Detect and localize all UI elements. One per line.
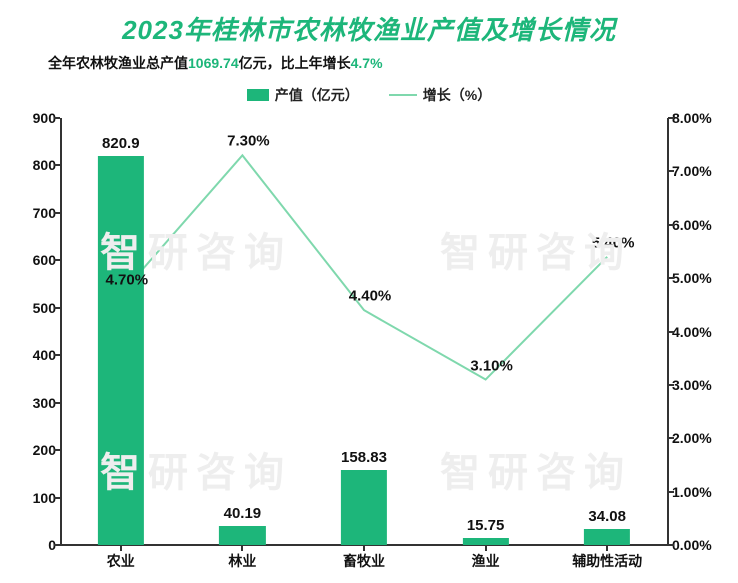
y-right-tick — [668, 544, 674, 546]
line-value-label: 4.40% — [349, 288, 392, 305]
legend-line-swatch — [389, 94, 417, 96]
y-left-tick — [54, 164, 60, 166]
y-left-tick — [54, 497, 60, 499]
line-value-label: 5.40% — [592, 234, 635, 251]
y-right-tick-label: 6.00% — [672, 217, 730, 233]
y-right-tick — [668, 384, 674, 386]
y-right-tick — [668, 277, 674, 279]
y-left-tick-label: 600 — [16, 252, 56, 268]
line-value-label: 7.30% — [227, 133, 270, 150]
y-right-tick-label: 3.00% — [672, 377, 730, 393]
y-left-tick — [54, 544, 60, 546]
y-right-tick — [668, 117, 674, 119]
bar — [341, 470, 387, 545]
y-right-tick-label: 5.00% — [672, 270, 730, 286]
y-left-tick-label: 700 — [16, 205, 56, 221]
y-left-tick-label: 0 — [16, 537, 56, 553]
bar — [462, 538, 508, 545]
y-left-tick — [54, 307, 60, 309]
y-left-tick — [54, 402, 60, 404]
subtitle-total-value: 1069.74 — [188, 55, 239, 71]
y-left-tick — [54, 259, 60, 261]
y-left-tick-label: 900 — [16, 110, 56, 126]
y-right-tick-label: 8.00% — [672, 110, 730, 126]
y-left-tick-label: 400 — [16, 347, 56, 363]
y-right-tick — [668, 170, 674, 172]
x-axis-label: 林业 — [228, 551, 256, 571]
bar-value-label: 158.83 — [341, 449, 387, 466]
y-right-tick-label: 4.00% — [672, 324, 730, 340]
y-right-tick — [668, 331, 674, 333]
y-right-tick-label: 2.00% — [672, 430, 730, 446]
growth-line — [121, 155, 607, 379]
y-right-tick — [668, 224, 674, 226]
legend-line-label: 增长（%） — [423, 85, 491, 105]
y-left-tick-label: 100 — [16, 490, 56, 506]
bar-value-label: 15.75 — [467, 517, 505, 534]
bar — [98, 156, 144, 545]
chart-title: 2023年桂林市农林牧渔业产值及增长情况 — [0, 0, 738, 47]
y-left-tick-label: 800 — [16, 157, 56, 173]
subtitle-growth: 4.7% — [351, 55, 383, 71]
bar-value-label: 820.9 — [102, 135, 140, 152]
x-axis-label: 渔业 — [472, 551, 500, 571]
y-right-tick-label: 7.00% — [672, 163, 730, 179]
legend-bar-label: 产值（亿元） — [275, 85, 359, 105]
legend-bar-swatch — [247, 89, 269, 101]
y-left-tick — [54, 117, 60, 119]
y-right-tick-label: 1.00% — [672, 484, 730, 500]
y-right-tick — [668, 437, 674, 439]
bar — [219, 526, 265, 545]
y-left-tick — [54, 449, 60, 451]
bar-value-label: 40.19 — [224, 505, 262, 522]
x-axis-label: 农业 — [107, 551, 135, 571]
legend: 产值（亿元） 增长（%） — [0, 85, 738, 105]
plot-area: 01002003004005006007008009000.00%1.00%2.… — [60, 118, 668, 545]
legend-bar-item: 产值（亿元） — [247, 85, 359, 105]
y-right-tick — [668, 491, 674, 493]
y-left-tick-label: 500 — [16, 300, 56, 316]
line-value-label: 3.10% — [470, 357, 513, 374]
bar — [584, 529, 630, 545]
chart-subtitle: 全年农林牧渔业总产值1069.74亿元，比上年增长4.7% — [0, 47, 738, 73]
y-left-tick — [54, 212, 60, 214]
y-left-tick — [54, 354, 60, 356]
y-right-tick-label: 0.00% — [672, 537, 730, 553]
subtitle-prefix: 全年农林牧渔业总产值 — [48, 55, 188, 71]
y-left-tick-label: 300 — [16, 395, 56, 411]
bar-value-label: 34.08 — [588, 508, 626, 525]
y-left-tick-label: 200 — [16, 442, 56, 458]
subtitle-mid: 亿元，比上年增长 — [239, 55, 351, 71]
legend-line-item: 增长（%） — [389, 85, 491, 105]
line-value-label: 4.70% — [106, 272, 149, 289]
axis-left — [60, 118, 62, 545]
x-axis-label: 畜牧业 — [343, 551, 385, 571]
x-axis-label: 辅助性活动 — [572, 551, 642, 571]
chart-area: 01002003004005006007008009000.00%1.00%2.… — [60, 118, 668, 545]
